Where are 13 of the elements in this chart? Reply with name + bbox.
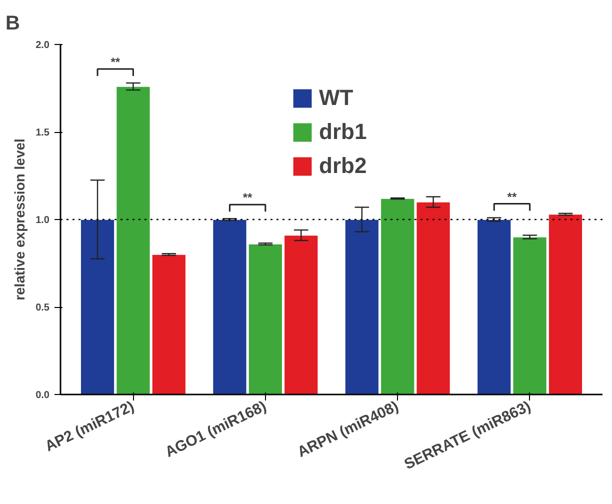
legend-label: drb2 [319,153,367,179]
chart-title: B [6,12,20,34]
y-tick-label: 1.0 [36,215,50,226]
annotation: ** [507,190,517,204]
y-tick-label: 0.0 [36,390,50,401]
y-tick-label: 0.5 [36,302,50,314]
legend-label: drb1 [319,119,367,145]
annotation: ** [110,55,120,69]
y-tick-label: 1.5 [36,128,50,138]
y-axis-title: relative expression level [12,138,28,300]
legend-label: WT [319,85,354,111]
y-tick-label: 2.0 [36,40,50,51]
annotation: ** [242,190,253,205]
